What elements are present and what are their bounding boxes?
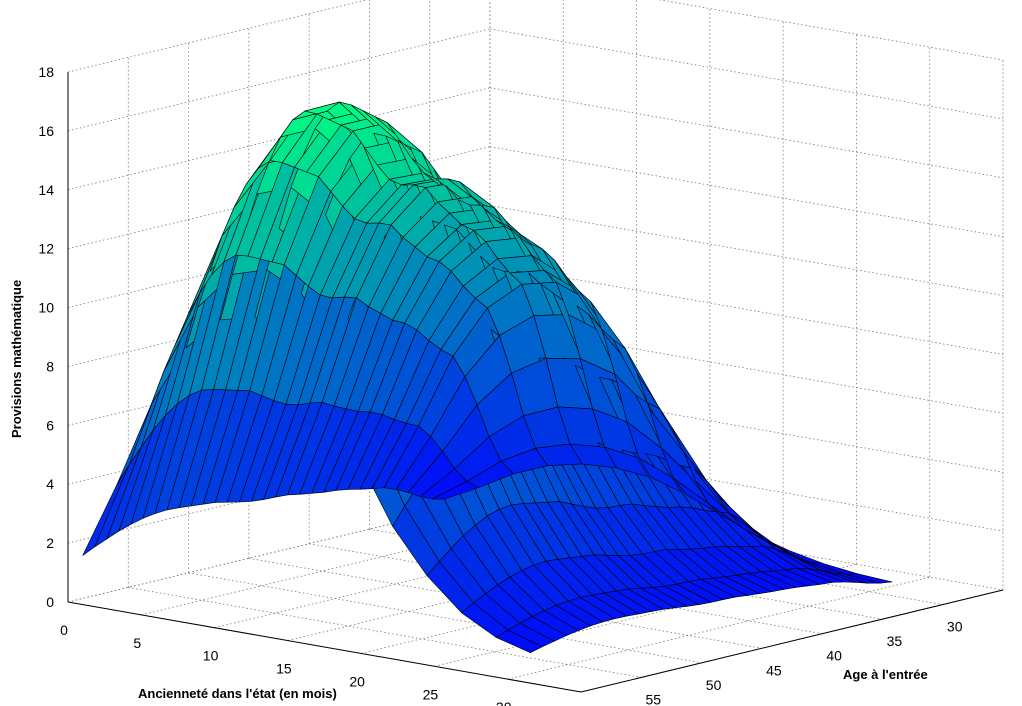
y-axis-line xyxy=(580,589,1004,693)
z-tick-label: 4 xyxy=(46,476,54,492)
grid-x-floor xyxy=(507,576,930,680)
grid-z-back-right xyxy=(489,146,1004,238)
x-axis-label: Ancienneté dans l'état (en mois) xyxy=(138,686,337,701)
grid-x-floor xyxy=(434,563,857,667)
grid-x-floor xyxy=(214,525,637,629)
y-tick-label: 55 xyxy=(645,691,661,706)
surface-mesh xyxy=(82,101,893,654)
x-axis-line xyxy=(67,601,582,693)
grid-z-back-right xyxy=(489,28,1004,120)
x-tick-label: 25 xyxy=(423,686,439,702)
surface-patch xyxy=(845,573,893,584)
grid-y-floor xyxy=(188,572,702,664)
z-tick-label: 14 xyxy=(38,182,54,198)
z-tick-label: 18 xyxy=(38,64,54,80)
grid-z-back-right xyxy=(489,440,1004,532)
x-tick-label: 0 xyxy=(60,622,68,638)
z-tick-label: 6 xyxy=(46,417,54,433)
y-tick-label: 30 xyxy=(947,619,963,635)
z-tick-label: 2 xyxy=(46,535,54,551)
x-tick-label: 15 xyxy=(276,661,292,677)
grid-z-back-right xyxy=(489,87,1004,179)
grid-z-back-right xyxy=(489,381,1004,473)
axes xyxy=(67,72,1004,693)
x-tick-label: 5 xyxy=(133,635,141,651)
y-tick-label: 50 xyxy=(706,677,722,693)
y-axis-label: Age à l'entrée xyxy=(843,667,928,682)
tick-labels: 0246810121416180510152025303530354045505… xyxy=(38,64,962,706)
z-tick-label: 0 xyxy=(46,594,54,610)
y-tick-label: 40 xyxy=(826,648,842,664)
z-tick-label: 16 xyxy=(38,123,54,139)
y-tick-label: 35 xyxy=(887,633,903,649)
x-tick-label: 10 xyxy=(203,648,219,664)
grid-z-back-right xyxy=(489,322,1004,414)
grid-z-back-right xyxy=(489,205,1004,296)
z-axis-label: Provisions mathématique xyxy=(9,280,24,438)
grid-z-back-right xyxy=(658,0,1004,61)
grid-x-floor xyxy=(67,499,491,603)
x-tick-label: 20 xyxy=(349,673,365,689)
grid-x-floor xyxy=(141,512,564,616)
z-tick-label: 10 xyxy=(38,300,54,316)
grid-y-floor xyxy=(128,587,642,678)
z-tick-label: 12 xyxy=(38,241,54,257)
grid-z-back-right xyxy=(489,264,1004,355)
grid-z-back-left xyxy=(67,28,491,132)
x-tick-label: 30 xyxy=(496,699,512,706)
grid-z-back-left xyxy=(67,0,368,73)
y-tick-label: 45 xyxy=(766,662,782,678)
z-tick-label: 8 xyxy=(46,358,54,374)
